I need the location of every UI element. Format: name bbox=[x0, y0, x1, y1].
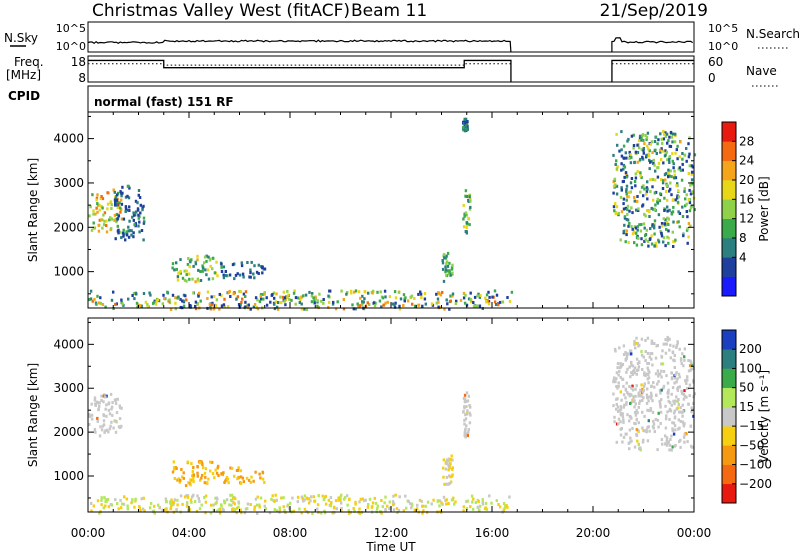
freq-unit-label: [MHz] bbox=[6, 68, 41, 82]
date-label: 21/Sep/2019 bbox=[600, 1, 708, 21]
y-axis-label: Slant Range [km] bbox=[26, 158, 40, 262]
noise-strip: N.Sky 10^5 10^0 10^5 10^0 N.Search bbox=[4, 21, 800, 53]
colorbar-segment bbox=[722, 464, 736, 485]
colorbar-segment bbox=[722, 445, 736, 465]
freq-tick-top: 18 bbox=[71, 55, 86, 69]
velocity-panel: 1000 2000 3000 4000 Slant Range [km] bbox=[26, 317, 696, 515]
station-title: Christmas Valley West (fitACF) bbox=[92, 1, 350, 21]
colorbar-segment bbox=[722, 276, 736, 297]
colorbar-tick-label: −200 bbox=[739, 477, 772, 491]
y-tick-label: 2000 bbox=[53, 425, 84, 439]
colorbar-tick-label: 24 bbox=[739, 154, 754, 168]
colorbar-segment bbox=[722, 238, 736, 258]
y-tick-label: 3000 bbox=[53, 176, 84, 190]
colorbar-tick-label: 12 bbox=[739, 212, 754, 226]
colorbar-tick-label: 4 bbox=[739, 250, 747, 264]
freq-trace bbox=[88, 59, 694, 82]
nave-label: Nave bbox=[746, 64, 777, 78]
y-tick-label: 1000 bbox=[53, 469, 84, 483]
colorbar-segment bbox=[722, 426, 736, 446]
cpid-strip: CPID normal (fast) 151 RF bbox=[8, 85, 695, 113]
scatter-cells bbox=[88, 335, 696, 515]
nsearch-tick-top: 10^5 bbox=[708, 22, 738, 35]
cpid-text: normal (fast) 151 RF bbox=[94, 95, 234, 109]
y-tick-label: 4000 bbox=[53, 337, 84, 351]
colorbar-segment bbox=[722, 199, 736, 219]
freq-label: Freq. bbox=[14, 55, 44, 69]
nsky-tick-bottom: 10^0 bbox=[56, 40, 86, 53]
colorbar-tick-label: 100 bbox=[739, 361, 762, 375]
colorbar-segment bbox=[722, 180, 736, 200]
nsky-tick-top: 10^5 bbox=[56, 22, 86, 35]
colorbar-segment bbox=[722, 218, 736, 239]
colorbar-label: Velocity [m s⁻¹] bbox=[757, 370, 771, 463]
velocity-colorbar: 200 100 50 15 −15 −50 −100 −200 Velocity [m s⁻¹] bbox=[721, 329, 772, 504]
power-colorbar: 28 24 20 16 12 8 4 Power [dB] bbox=[721, 121, 771, 297]
colorbar-segment bbox=[722, 257, 736, 277]
colorbar-segment bbox=[722, 141, 736, 161]
colorbar-tick-label: −15 bbox=[739, 419, 764, 433]
beam-label: Beam 11 bbox=[351, 1, 427, 21]
colorbar-segment bbox=[722, 406, 736, 427]
scatter-cells bbox=[88, 117, 697, 311]
y-tick-label: 1000 bbox=[53, 265, 84, 279]
freq-strip: Freq. [MHz] 18 8 60 0 Nave bbox=[6, 55, 780, 87]
colorbar-tick-label: 200 bbox=[739, 342, 762, 356]
y-tick-label: 4000 bbox=[53, 132, 84, 146]
colorbar-segment bbox=[722, 387, 736, 408]
cpid-label: CPID bbox=[8, 89, 40, 103]
colorbar-segment bbox=[722, 368, 736, 388]
x-tick-label: 08:00 bbox=[273, 526, 308, 540]
x-tick-label: 04:00 bbox=[172, 526, 207, 540]
time-axis: 00:00 04:00 08:00 12:00 16:00 20:00 00:00 bbox=[71, 526, 712, 540]
colorbar-tick-label: 16 bbox=[739, 192, 754, 206]
colorbar-label: Power [dB] bbox=[757, 176, 771, 241]
colorbar-tick-label: 8 bbox=[739, 231, 747, 245]
colorbar-segment bbox=[722, 330, 736, 350]
colorbar-tick-label: 28 bbox=[739, 134, 754, 148]
freq-tick-bottom: 8 bbox=[78, 71, 86, 85]
nave-tick-bottom: 0 bbox=[708, 71, 716, 85]
nsearch-label: N.Search bbox=[746, 27, 800, 41]
colorbar-segment bbox=[722, 160, 736, 181]
x-tick-label: 00:00 bbox=[677, 526, 712, 540]
y-axis-label: Slant Range [km] bbox=[26, 363, 40, 467]
colorbar-segment bbox=[722, 483, 736, 504]
colorbar-tick-label: −100 bbox=[739, 458, 772, 472]
colorbar-tick-label: 15 bbox=[739, 400, 754, 414]
nave-trace bbox=[88, 63, 694, 66]
nave-tick-top: 60 bbox=[708, 55, 723, 69]
colorbar-segment bbox=[722, 349, 736, 369]
nsky-label: N.Sky bbox=[4, 31, 38, 45]
power-panel: 1000 2000 3000 4000 Slant Range [km] bbox=[26, 111, 697, 311]
nsearch-tick-bottom: 10^0 bbox=[708, 40, 738, 53]
x-tick-label: 00:00 bbox=[71, 526, 106, 540]
colorbar-segment bbox=[722, 122, 736, 142]
x-tick-label: 20:00 bbox=[576, 526, 611, 540]
colorbar-tick-label: −50 bbox=[739, 438, 764, 452]
colorbar-tick-label: 20 bbox=[739, 173, 754, 187]
nsky-trace bbox=[87, 37, 694, 53]
colorbar-tick-label: 50 bbox=[739, 381, 754, 395]
x-tick-label: 16:00 bbox=[475, 526, 510, 540]
x-axis-label: Time UT bbox=[365, 540, 416, 554]
y-tick-label: 3000 bbox=[53, 381, 84, 395]
y-tick-label: 2000 bbox=[53, 220, 84, 234]
x-tick-label: 12:00 bbox=[374, 526, 409, 540]
